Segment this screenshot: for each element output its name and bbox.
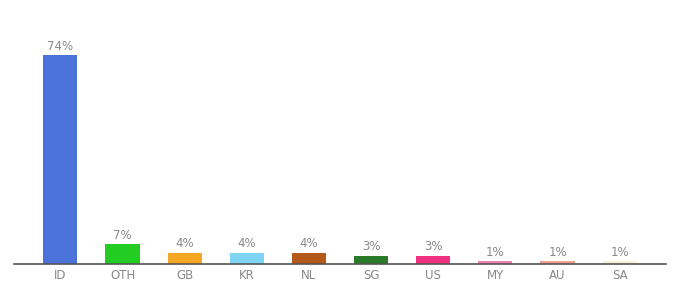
Bar [416, 256, 450, 264]
Text: 7%: 7% [113, 229, 132, 242]
Bar [602, 261, 636, 264]
Text: 3%: 3% [362, 240, 380, 253]
Text: 74%: 74% [48, 40, 73, 53]
Text: 4%: 4% [175, 237, 194, 250]
Text: 3%: 3% [424, 240, 443, 253]
Bar [230, 253, 264, 264]
Bar [292, 253, 326, 264]
Text: 4%: 4% [237, 237, 256, 250]
Text: 1%: 1% [611, 246, 629, 259]
Bar [167, 253, 202, 264]
Bar [478, 261, 513, 264]
Text: 1%: 1% [548, 246, 567, 259]
Bar [44, 55, 78, 264]
Text: 1%: 1% [486, 246, 505, 259]
Bar [354, 256, 388, 264]
Bar [541, 261, 575, 264]
Bar [105, 244, 139, 264]
Text: 4%: 4% [300, 237, 318, 250]
